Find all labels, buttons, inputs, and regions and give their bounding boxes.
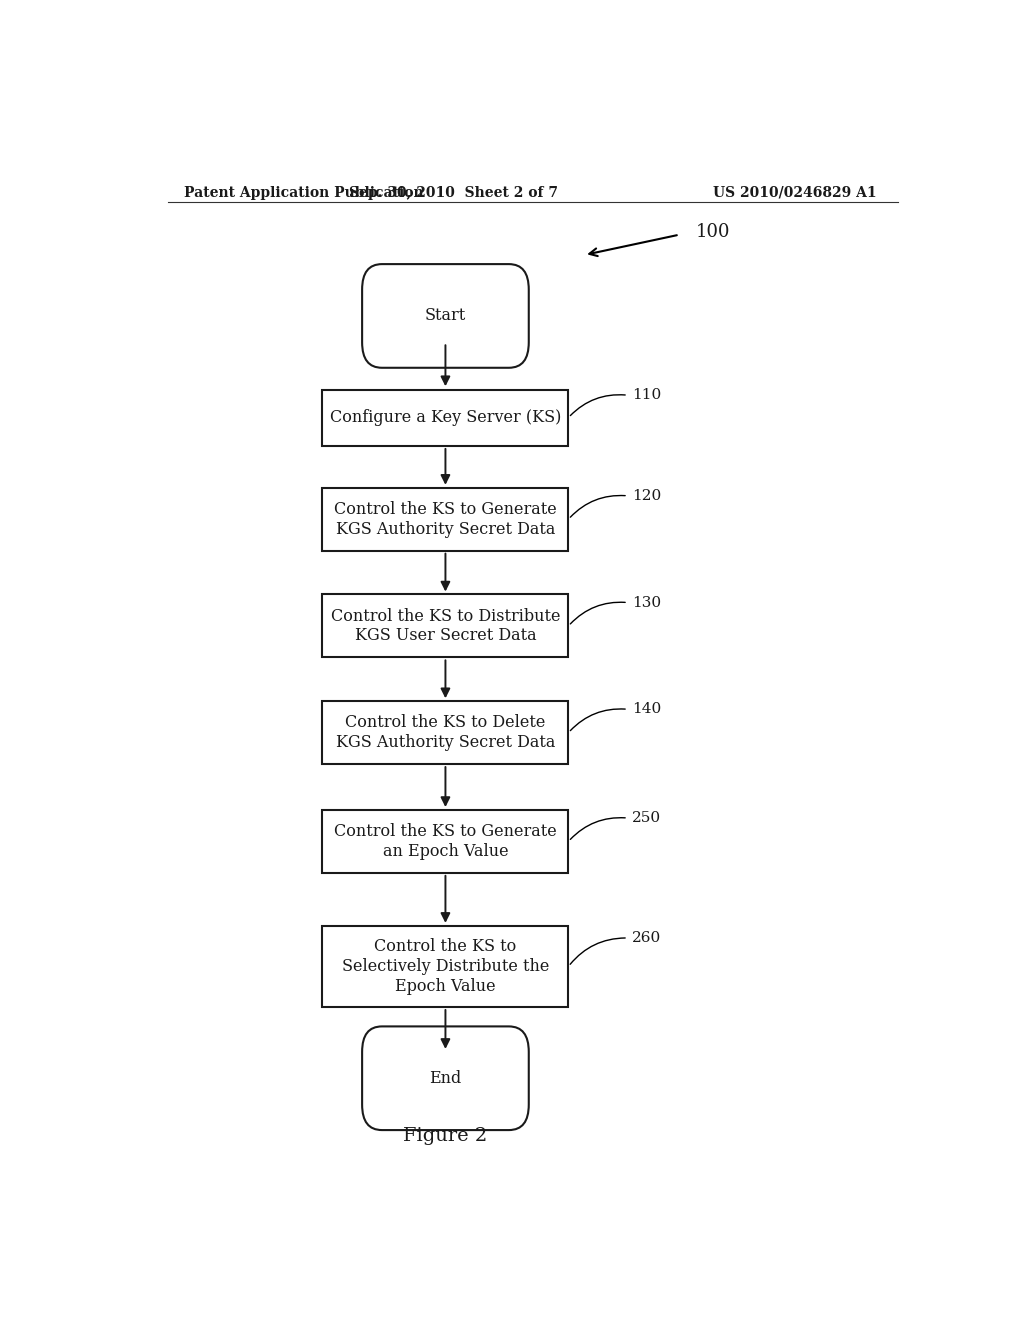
Text: Control the KS to Distribute
KGS User Secret Data: Control the KS to Distribute KGS User Se… <box>331 607 560 644</box>
Text: 100: 100 <box>695 223 730 240</box>
Text: 250: 250 <box>632 810 662 825</box>
Text: Control the KS to Delete
KGS Authority Secret Data: Control the KS to Delete KGS Authority S… <box>336 714 555 751</box>
Text: Control the KS to Generate
an Epoch Value: Control the KS to Generate an Epoch Valu… <box>334 824 557 859</box>
Text: 260: 260 <box>632 931 662 945</box>
Text: Patent Application Publication: Patent Application Publication <box>183 186 423 199</box>
Text: 110: 110 <box>632 388 662 403</box>
FancyBboxPatch shape <box>362 1027 528 1130</box>
Text: Control the KS to
Selectively Distribute the
Epoch Value: Control the KS to Selectively Distribute… <box>342 939 549 994</box>
Text: Figure 2: Figure 2 <box>403 1127 487 1146</box>
FancyBboxPatch shape <box>323 389 568 446</box>
Text: US 2010/0246829 A1: US 2010/0246829 A1 <box>713 186 877 199</box>
Text: End: End <box>429 1069 462 1086</box>
Text: 120: 120 <box>632 488 662 503</box>
Text: Configure a Key Server (KS): Configure a Key Server (KS) <box>330 409 561 426</box>
FancyBboxPatch shape <box>323 594 568 657</box>
Text: 140: 140 <box>632 702 662 717</box>
FancyBboxPatch shape <box>323 810 568 873</box>
Text: Sep. 30, 2010  Sheet 2 of 7: Sep. 30, 2010 Sheet 2 of 7 <box>349 186 558 199</box>
Text: Start: Start <box>425 308 466 325</box>
FancyBboxPatch shape <box>323 925 568 1007</box>
FancyBboxPatch shape <box>323 701 568 764</box>
Text: 130: 130 <box>632 595 662 610</box>
Text: Control the KS to Generate
KGS Authority Secret Data: Control the KS to Generate KGS Authority… <box>334 500 557 537</box>
FancyBboxPatch shape <box>323 487 568 550</box>
FancyBboxPatch shape <box>362 264 528 368</box>
